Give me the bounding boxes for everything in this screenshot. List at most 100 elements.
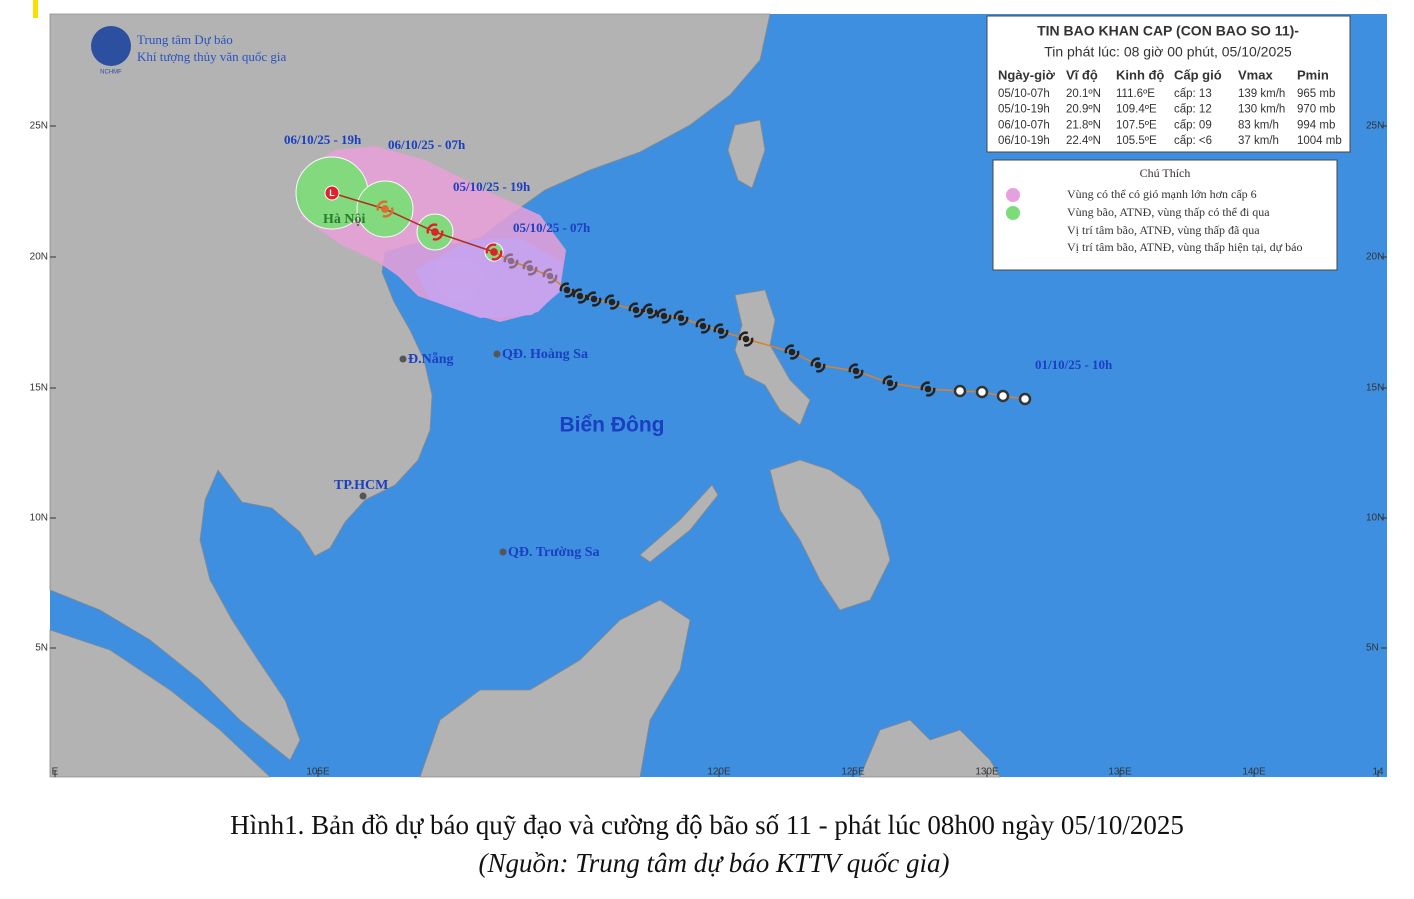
place-dot [359, 492, 367, 500]
land [49, 13, 1001, 778]
storm-eye [742, 335, 750, 343]
table-cell: 994 mb [1297, 119, 1335, 131]
storm-arm [572, 288, 588, 304]
storm-symbol [920, 381, 936, 397]
storm-symbol [376, 200, 394, 218]
storm-eye [717, 327, 725, 335]
storm-eye [852, 367, 860, 375]
track-label: 05/10/25 - 19h [453, 179, 531, 194]
table-header: Cấp gió [1174, 67, 1222, 82]
legend-item: Vị trí tâm bão, ATNĐ, vùng thấp hiện tại… [1067, 240, 1302, 254]
storm-eye [507, 257, 515, 265]
cone-zone [415, 238, 562, 318]
lat-label: 10N [1366, 513, 1384, 524]
storm-symbol [713, 323, 729, 339]
depression-symbol [953, 384, 967, 398]
storm-arm [559, 282, 575, 298]
storm-eye [608, 298, 616, 306]
lon-label: 130E [975, 767, 999, 778]
storm-symbol [784, 344, 800, 360]
track-label: 01/10/25 - 10h [1035, 357, 1113, 372]
storm-symbol [642, 303, 658, 319]
lat-label: 20N [1366, 252, 1384, 263]
lon-label: 135E [1108, 767, 1132, 778]
storm-arm [522, 260, 538, 276]
place-label: TP.HCM [334, 478, 388, 493]
storm-arm [542, 268, 558, 284]
lon-label: 105E [306, 767, 330, 778]
storm-symbol [522, 260, 538, 276]
place-dot [493, 350, 501, 358]
caption-source: (Nguồn: Trung tâm dự báo KTTV quốc gia) [478, 848, 949, 878]
legend-item: Vị trí tâm bão, ATNĐ, vùng thấp đã qua [1067, 223, 1260, 237]
storm-eye [924, 385, 932, 393]
lat-label: 25N [1366, 121, 1384, 132]
storm-eye [814, 361, 822, 369]
track-label: 06/10/25 - 07h [388, 137, 466, 152]
table-cell: 20.1ºN [1066, 88, 1101, 100]
storm-arm [882, 375, 898, 391]
storm-arm [738, 331, 754, 347]
table-header: Vĩ độ [1066, 67, 1098, 82]
storm-arm [642, 303, 658, 319]
storm-eye [788, 348, 796, 356]
bulletin-box [986, 15, 1351, 153]
table-cell: 139 km/h [1238, 88, 1285, 100]
storm-arm [695, 318, 711, 334]
storm-symbol [559, 282, 575, 298]
table-header: Vmax [1238, 67, 1273, 82]
table-cell: 05/10-07h [998, 88, 1050, 100]
depression-symbol [996, 389, 1010, 403]
storm-symbol [542, 268, 558, 284]
track-label: 05/10/25 - 07h [513, 220, 591, 235]
storm-symbol [572, 288, 588, 304]
storm-eye [646, 307, 654, 315]
storm-eye [563, 286, 571, 294]
table-cell: cấp: <6 [1174, 135, 1212, 147]
storm-symbol [673, 310, 689, 326]
storm-eye [886, 379, 894, 387]
place-dot [499, 548, 507, 556]
track-label: 06/10/25 - 19h [284, 132, 362, 147]
storm-arm [784, 344, 800, 360]
lat-label: 20N [30, 252, 48, 263]
lon-label: 140E [1242, 767, 1266, 778]
table-header: Kinh độ [1116, 67, 1164, 82]
storm-eye [576, 292, 584, 300]
lon-label: 14 [1372, 767, 1384, 778]
table-cell: 06/10-19h [998, 135, 1050, 147]
table-header: Pmin [1297, 67, 1329, 82]
storm-arm [920, 381, 936, 397]
lat-label: 25N [30, 121, 48, 132]
lat-label: 5N [1366, 643, 1379, 654]
table-cell: cấp: 09 [1174, 119, 1212, 131]
legend-pink [1006, 188, 1020, 202]
storm-eye [590, 295, 598, 303]
table-cell: 965 mb [1297, 88, 1335, 100]
storm-arm [848, 363, 864, 379]
table-cell: 06/10-07h [998, 119, 1050, 131]
legend-box [992, 159, 1338, 271]
low-symbol [324, 185, 340, 201]
storm-symbol [485, 243, 503, 261]
legend-item: Vùng bão, ATNĐ, vùng thấp có thể đi qua [1067, 205, 1270, 219]
storm-eye [526, 264, 534, 272]
legend-item: Vùng có thể có gió mạnh lớn hơn cấp 6 [1067, 187, 1257, 201]
storm-symbol [810, 357, 826, 373]
storm-eye [381, 205, 389, 213]
table-cell: 107.5ºE [1116, 119, 1157, 131]
depression-symbol [975, 385, 989, 399]
storm-symbol [738, 331, 754, 347]
org-name: Trung tâm Dự báo [137, 32, 233, 47]
place-label: Hà Nội [323, 212, 366, 227]
lon-label: E [52, 767, 59, 778]
storm-symbol [656, 308, 672, 324]
storm-symbol [628, 302, 644, 318]
lat-label: 5N [35, 643, 48, 654]
legend-title: Chú Thích [1140, 166, 1191, 180]
logo [91, 26, 131, 66]
low-letter: L [329, 188, 335, 198]
storm-arm [426, 223, 444, 241]
storm-symbol [586, 291, 602, 307]
table-cell: 105.5ºE [1116, 135, 1157, 147]
